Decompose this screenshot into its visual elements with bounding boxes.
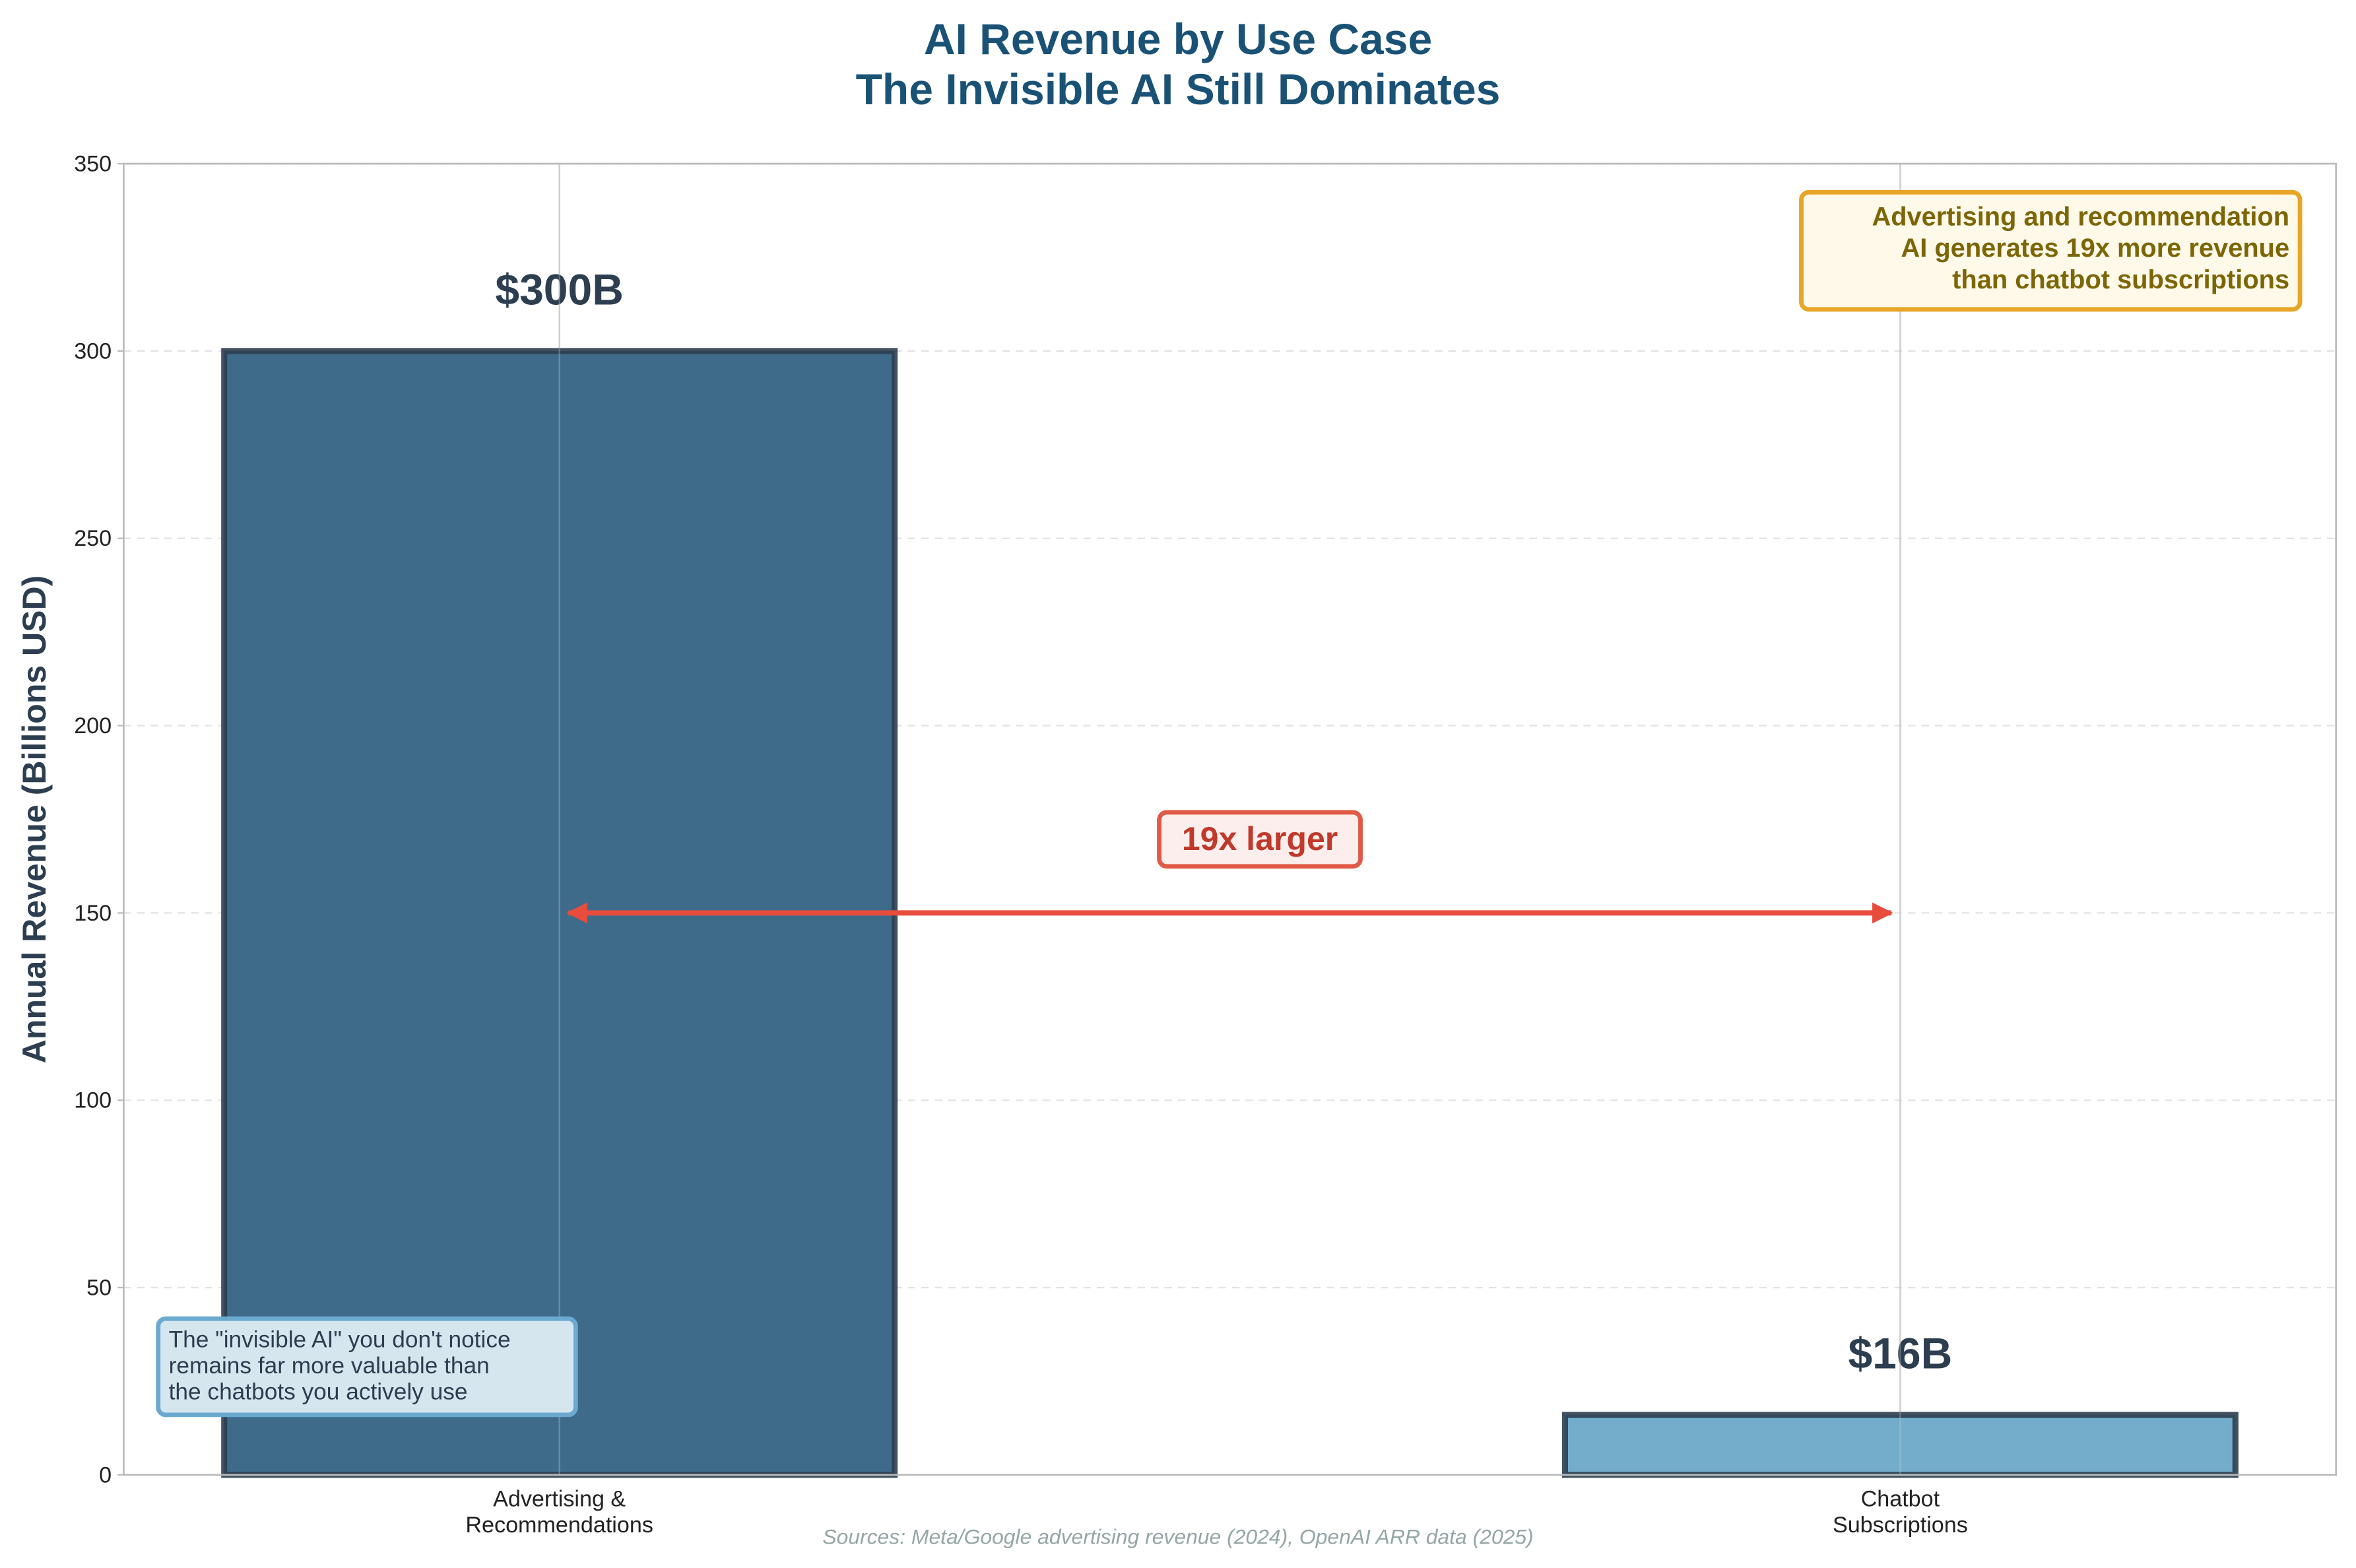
source-note: Sources: Meta/Google advertising revenue… <box>822 1525 1533 1549</box>
y-tick-label: 0 <box>99 1462 112 1487</box>
y-tick-label: 150 <box>74 901 112 926</box>
chart-title: AI Revenue by Use Case The Invisible AI S… <box>856 15 1501 114</box>
value-label: $16B <box>1848 1329 1952 1378</box>
y-tick-label: 100 <box>74 1088 112 1113</box>
ratio-label: 19x larger <box>1182 820 1338 857</box>
y-tick-label: 350 <box>74 151 112 176</box>
ratio-box <box>1157 810 1363 869</box>
x-tick-label: Advertising & Recommendations <box>465 1487 653 1538</box>
note-box <box>156 1316 578 1418</box>
bar <box>1561 1412 2239 1478</box>
y-tick-label: 300 <box>74 339 112 364</box>
y-tick-label: 200 <box>74 713 112 738</box>
y-axis-label: Annual Revenue (Billions USD) <box>16 575 53 1064</box>
y-tick-label: 250 <box>74 526 112 551</box>
plot-frame <box>122 162 2338 1476</box>
x-tick-label: Chatbot Subscriptions <box>1833 1487 1968 1538</box>
value-label: $300B <box>495 265 624 313</box>
callout-box <box>1799 189 2303 312</box>
note-text: The "invisible AI" you don't notice remai… <box>169 1326 511 1404</box>
y-tick-label: 50 <box>86 1275 112 1300</box>
callout-text: Advertising and recommendation AI generat… <box>1872 202 2289 294</box>
